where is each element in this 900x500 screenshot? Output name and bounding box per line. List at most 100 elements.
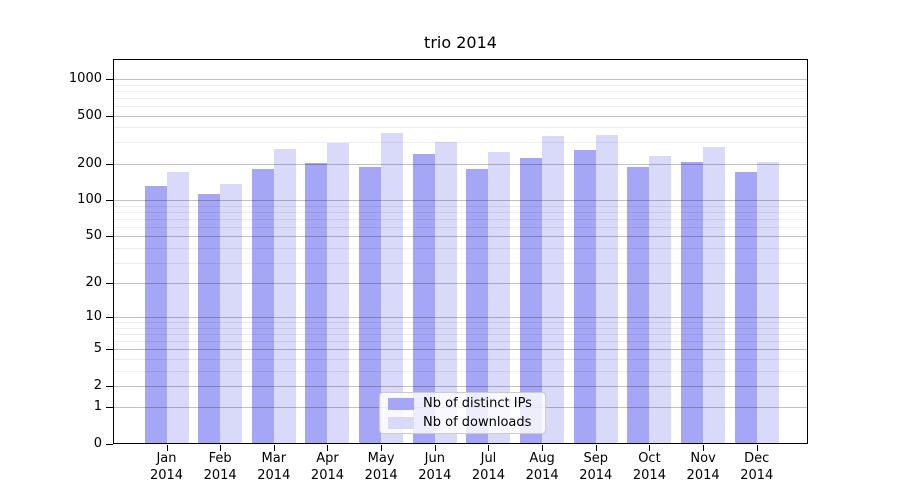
gridline-600 (114, 105, 807, 107)
y-tick-mark-1 (106, 407, 113, 409)
x-tick-label-apr: Apr 2014 (310, 451, 345, 483)
bar-downloads-feb (220, 184, 243, 444)
bar-downloads-may (381, 132, 404, 444)
y-tick-label-0: 0 (93, 436, 102, 451)
y-tick-label-5: 5 (93, 341, 102, 357)
bar-downloads-apr (327, 143, 350, 444)
x-tick-label-sep: Sep 2014 (579, 451, 613, 483)
gridline-500 (114, 115, 807, 117)
gridline-300 (114, 142, 807, 144)
y-tick-mark-1000 (106, 78, 113, 80)
bar-ips-jan (144, 186, 167, 444)
x-tick-label-nov: Nov 2014 (686, 451, 720, 483)
y-tick-mark-20 (106, 283, 113, 285)
legend: Nb of distinct IPs Nb of downloads (379, 392, 546, 434)
y-tick-label-500: 500 (77, 107, 102, 123)
y-tick-label-50: 50 (85, 228, 102, 244)
y-tick-label-100: 100 (77, 192, 102, 208)
x-tick-mark-sep (595, 445, 597, 451)
bar-ips-dec (734, 172, 757, 444)
bar-ips-apr (305, 163, 328, 444)
chart-title: trio 2014 (424, 33, 497, 52)
legend-swatch-distinct-ips (388, 397, 414, 410)
y-tick-label-200: 200 (77, 155, 102, 171)
x-tick-label-feb: Feb 2014 (203, 451, 237, 483)
bar-ips-nov (681, 161, 704, 444)
gridline-80 (114, 211, 807, 213)
bar-downloads-dec (756, 162, 779, 444)
bar-downloads-jun (434, 141, 457, 444)
x-tick-mark-mar (273, 445, 275, 451)
gridline-60 (114, 226, 807, 228)
bar-downloads-nov (703, 146, 726, 444)
bar-ips-mar (251, 169, 274, 444)
gridline-800 (114, 90, 807, 92)
bar-downloads-sep (595, 135, 618, 444)
x-tick-label-jul: Jul 2014 (471, 451, 505, 483)
x-tick-mark-aug (542, 445, 544, 451)
gridline-10 (114, 317, 807, 319)
x-tick-label-oct: Oct 2014 (632, 451, 666, 483)
gridline-90 (114, 205, 807, 207)
y-tick-label-2: 2 (93, 377, 102, 393)
gridline-30 (114, 262, 807, 264)
y-tick-label-1000: 1000 (68, 70, 102, 86)
x-tick-mark-oct (649, 445, 651, 451)
legend-row-downloads: Nb of downloads (388, 414, 537, 430)
x-tick-label-aug: Aug 2014 (525, 451, 559, 483)
bar-ips-jun (412, 153, 435, 444)
gridline-40 (114, 247, 807, 249)
y-tick-mark-2 (106, 385, 113, 387)
x-tick-mark-jun (434, 445, 436, 451)
x-tick-label-may: May 2014 (364, 451, 398, 483)
gridline-50 (114, 236, 807, 238)
x-tick-label-jun: Jun 2014 (418, 451, 452, 483)
bar-ips-sep (573, 150, 596, 444)
x-tick-mark-feb (220, 445, 222, 451)
gridline-200 (114, 163, 807, 165)
gridline-9 (114, 322, 807, 324)
gridline-3 (114, 370, 807, 372)
legend-swatch-downloads (388, 416, 414, 429)
gridline-900 (114, 84, 807, 86)
x-tick-label-mar: Mar 2014 (257, 451, 291, 483)
x-tick-mark-jan (166, 445, 168, 451)
y-tick-mark-10 (106, 317, 113, 319)
y-tick-label-10: 10 (85, 309, 102, 325)
bar-downloads-mar (273, 149, 296, 444)
x-tick-label-dec: Dec 2014 (740, 451, 774, 483)
y-tick-mark-200 (106, 163, 113, 165)
x-tick-mark-nov (703, 445, 705, 451)
bar-ips-may (359, 166, 382, 444)
y-tick-mark-5 (106, 349, 113, 351)
x-tick-mark-apr (327, 445, 329, 451)
x-tick-mark-may (381, 445, 383, 451)
y-tick-mark-0 (106, 444, 113, 445)
legend-row-distinct-ips: Nb of distinct IPs (388, 396, 537, 411)
x-tick-mark-dec (756, 445, 758, 451)
y-tick-mark-100 (106, 200, 113, 202)
bar-downloads-aug (542, 136, 565, 444)
gridline-70 (114, 218, 807, 220)
bar-ips-feb (198, 193, 221, 444)
x-tick-label-jan: Jan 2014 (149, 451, 184, 483)
legend-label-downloads: Nb of downloads (423, 414, 532, 430)
bar-downloads-jul (488, 152, 511, 444)
gridline-100 (114, 200, 807, 202)
y-tick-mark-500 (106, 115, 113, 117)
bar-downloads-oct (649, 156, 672, 444)
gridline-1000 (114, 78, 807, 80)
bar-ips-oct (627, 167, 650, 444)
bar-downloads-jan (166, 172, 189, 444)
y-tick-mark-50 (106, 236, 113, 238)
gridline-5 (114, 349, 807, 351)
gridline-4 (114, 358, 807, 360)
bar-ips-jul (466, 168, 489, 444)
y-tick-label-1: 1 (93, 399, 102, 415)
x-tick-mark-jul (488, 445, 490, 451)
bar-ips-aug (520, 157, 543, 444)
gridline-7 (114, 334, 807, 336)
